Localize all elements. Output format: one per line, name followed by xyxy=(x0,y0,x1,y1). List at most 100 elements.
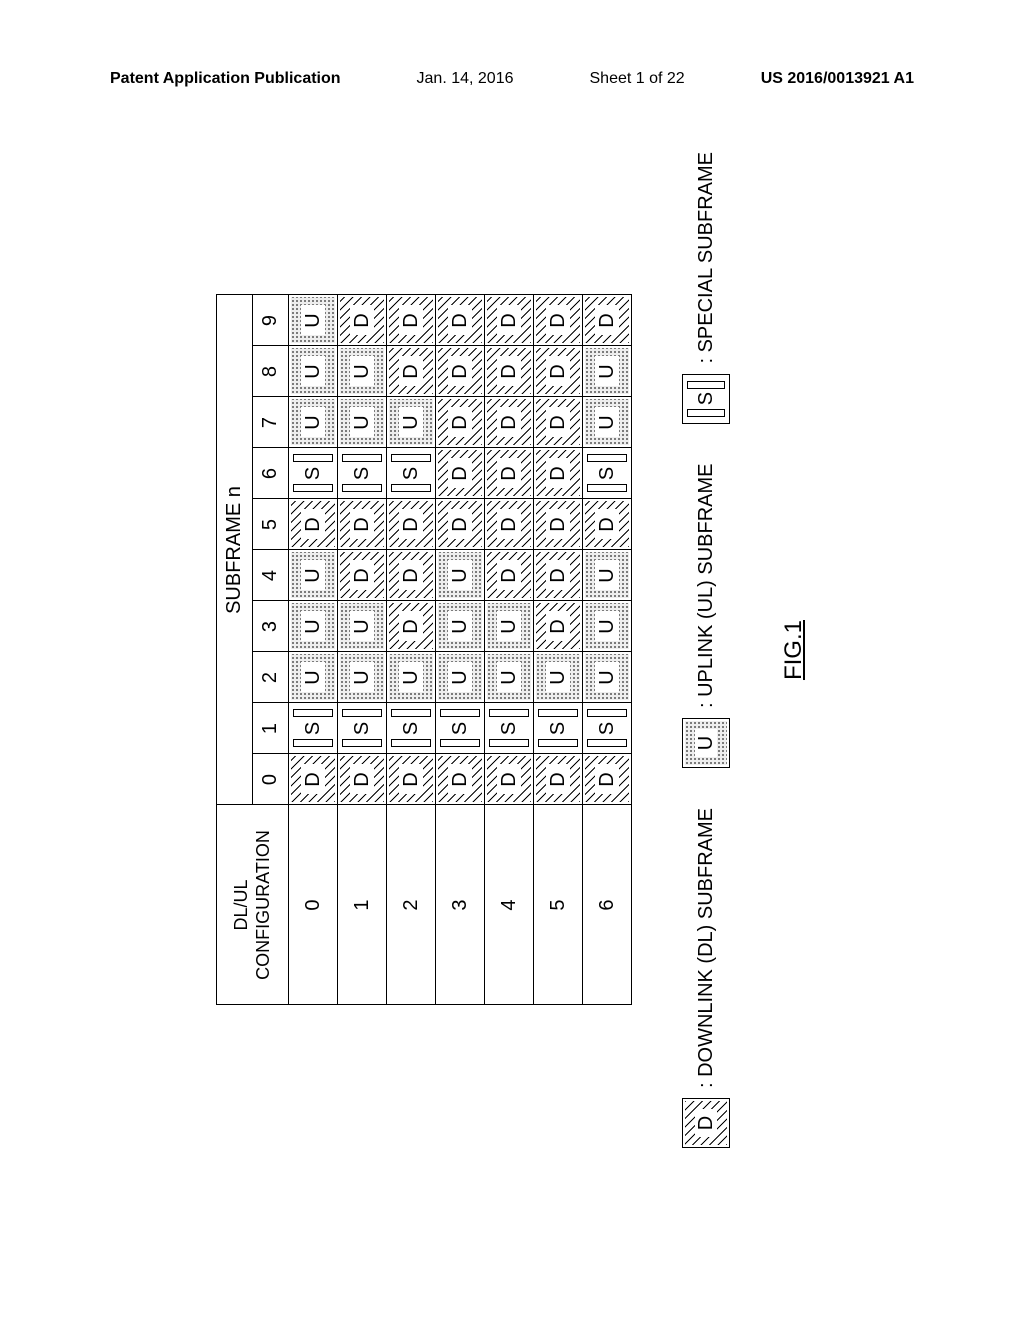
subframe-header: SUBFRAME n xyxy=(217,295,253,805)
subframe-cell: U xyxy=(338,346,387,397)
subframe-cell: U xyxy=(289,601,338,652)
legend-ul: U : UPLINK (UL) SUBFRAME xyxy=(682,464,730,768)
subframe-cell: S xyxy=(338,448,387,499)
pub-date: Jan. 14, 2016 xyxy=(417,70,514,88)
subframe-cell: U xyxy=(583,346,632,397)
subframe-cell: U xyxy=(485,652,534,703)
subframe-cell: U xyxy=(583,652,632,703)
col-4: 4 xyxy=(253,550,289,601)
subframe-cell: D xyxy=(387,346,436,397)
subframe-cell: D xyxy=(387,295,436,346)
subframe-cell: U xyxy=(583,397,632,448)
subframe-cell: D xyxy=(534,550,583,601)
figure-label: FIG.1 xyxy=(780,620,808,680)
doc-number: US 2016/0013921 A1 xyxy=(761,70,914,88)
config-cell: 2 xyxy=(387,805,436,1005)
subframe-cell: U xyxy=(534,652,583,703)
legend-sp-swatch: S xyxy=(682,374,730,424)
table-row: 6DSUUUDSUUD xyxy=(583,295,632,1005)
subframe-cell: D xyxy=(583,754,632,805)
legend-ul-label: : UPLINK (UL) SUBFRAME xyxy=(695,464,718,708)
legend-ul-glyph: U xyxy=(695,736,718,750)
subframe-cell: D xyxy=(583,499,632,550)
subframe-cell: U xyxy=(289,295,338,346)
subframe-cell: D xyxy=(534,295,583,346)
table-row: 2DSUDDDSUDD xyxy=(387,295,436,1005)
subframe-cell: D xyxy=(583,295,632,346)
legend-dl: D : DOWNLINK (DL) SUBFRAME xyxy=(682,808,730,1148)
subframe-cell: D xyxy=(485,499,534,550)
subframe-cell: D xyxy=(534,397,583,448)
config-cell: 5 xyxy=(534,805,583,1005)
subframe-cell: D xyxy=(387,550,436,601)
col-8: 8 xyxy=(253,346,289,397)
subframe-cell: U xyxy=(436,652,485,703)
sheet-number: Sheet 1 of 22 xyxy=(590,70,685,88)
subframe-cell: D xyxy=(485,448,534,499)
col-1: 1 xyxy=(253,703,289,754)
table-row: 0DSUUUDSUUU xyxy=(289,295,338,1005)
subframe-cell: D xyxy=(485,754,534,805)
subframe-cell: D xyxy=(485,397,534,448)
subframe-cell: S xyxy=(387,703,436,754)
subframe-cell: D xyxy=(436,448,485,499)
subframe-cell: D xyxy=(534,601,583,652)
config-table: DL/UL CONFIGURATION SUBFRAME n 0 1 2 3 4… xyxy=(216,295,632,1006)
legend-dl-swatch: D xyxy=(682,1098,730,1148)
figure-area: DL/UL CONFIGURATION SUBFRAME n 0 1 2 3 4… xyxy=(0,150,1024,1150)
subframe-cell: D xyxy=(534,346,583,397)
subframe-cell: S xyxy=(583,448,632,499)
legend-sp-glyph: S xyxy=(695,392,718,405)
legend-sp-label: : SPECIAL SUBFRAME xyxy=(695,152,718,364)
legend: D : DOWNLINK (DL) SUBFRAME U : UPLINK (U… xyxy=(682,152,730,1148)
subframe-cell: D xyxy=(387,499,436,550)
table-row: 1DSUUDDSUUD xyxy=(338,295,387,1005)
subframe-cell: U xyxy=(436,550,485,601)
subframe-cell: D xyxy=(387,601,436,652)
subframe-cell: D xyxy=(338,754,387,805)
col-7: 7 xyxy=(253,397,289,448)
subframe-cell: U xyxy=(387,652,436,703)
table-body: 0DSUUUDSUUU1DSUUDDSUUD2DSUDDDSUDD3DSUUUD… xyxy=(289,295,632,1005)
subframe-cell: U xyxy=(387,397,436,448)
col-0: 0 xyxy=(253,754,289,805)
subframe-cell: U xyxy=(436,601,485,652)
subframe-cell: S xyxy=(289,703,338,754)
subframe-cell: D xyxy=(338,550,387,601)
subframe-cell: S xyxy=(485,703,534,754)
subframe-cell: D xyxy=(436,499,485,550)
table-row: 5DSUDDDDDDD xyxy=(534,295,583,1005)
subframe-cell: U xyxy=(289,652,338,703)
subframe-cell: S xyxy=(583,703,632,754)
subframe-cell: S xyxy=(289,448,338,499)
col-3: 3 xyxy=(253,601,289,652)
subframe-cell: U xyxy=(289,346,338,397)
subframe-cell: D xyxy=(436,346,485,397)
subframe-cell: D xyxy=(485,550,534,601)
subframe-cell: D xyxy=(534,448,583,499)
subframe-cell: S xyxy=(534,703,583,754)
corner-line2: CONFIGURATION xyxy=(253,810,275,1001)
corner-header: DL/UL CONFIGURATION xyxy=(217,805,289,1005)
legend-ul-swatch: U xyxy=(682,718,730,768)
subframe-cell: U xyxy=(289,397,338,448)
subframe-cell: D xyxy=(485,346,534,397)
subframe-cell: S xyxy=(387,448,436,499)
subframe-cell: U xyxy=(485,601,534,652)
subframe-cell: D xyxy=(338,295,387,346)
subframe-cell: D xyxy=(387,754,436,805)
subframe-cell: U xyxy=(289,550,338,601)
col-5: 5 xyxy=(253,499,289,550)
figure-rotated: DL/UL CONFIGURATION SUBFRAME n 0 1 2 3 4… xyxy=(0,150,1024,1150)
config-cell: 1 xyxy=(338,805,387,1005)
page-header: Patent Application Publication Jan. 14, … xyxy=(0,70,1024,88)
subframe-cell: U xyxy=(338,397,387,448)
subframe-cell: D xyxy=(436,295,485,346)
subframe-cell: D xyxy=(338,499,387,550)
config-cell: 3 xyxy=(436,805,485,1005)
corner-line1: DL/UL xyxy=(231,810,253,1001)
publication-label: Patent Application Publication xyxy=(110,70,341,88)
subframe-cell: U xyxy=(338,601,387,652)
subframe-cell: D xyxy=(485,295,534,346)
legend-dl-glyph: D xyxy=(695,1116,718,1130)
